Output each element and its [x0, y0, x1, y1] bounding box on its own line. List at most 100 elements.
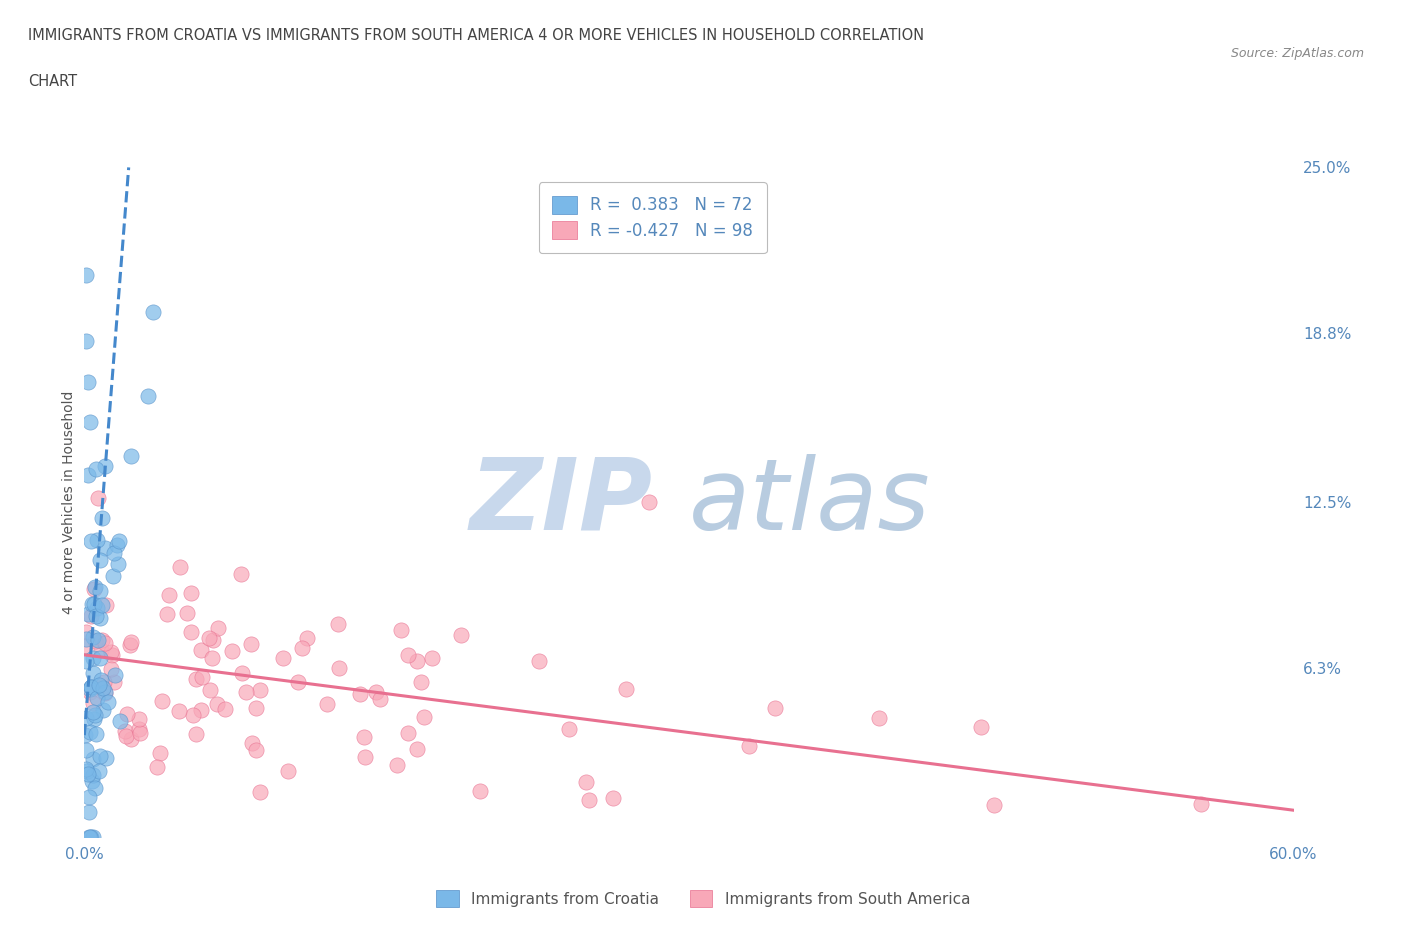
Point	[614, 682, 637, 697]
Point	[242, 736, 264, 751]
Point	[107, 556, 129, 571]
Point	[75, 762, 97, 777]
Point	[970, 720, 993, 735]
Point	[82, 665, 104, 680]
Point	[186, 726, 208, 741]
Point	[82, 751, 104, 766]
Text: Source: ZipAtlas.com: Source: ZipAtlas.com	[1230, 46, 1364, 60]
Point	[80, 596, 103, 611]
Point	[77, 790, 100, 804]
Text: atlas: atlas	[689, 454, 931, 551]
Point	[205, 697, 228, 711]
Point	[180, 586, 202, 601]
Point	[82, 696, 104, 711]
Point	[120, 449, 142, 464]
Point	[76, 606, 98, 621]
Point	[94, 751, 117, 766]
Point	[91, 679, 114, 694]
Point	[84, 609, 107, 624]
Point	[83, 597, 105, 612]
Legend: R =  0.383   N = 72, R = -0.427   N = 98: R = 0.383 N = 72, R = -0.427 N = 98	[538, 182, 766, 253]
Point	[101, 569, 124, 584]
Point	[89, 764, 111, 778]
Point	[235, 684, 257, 699]
Point	[637, 495, 659, 510]
Point	[180, 624, 202, 639]
Point	[103, 674, 125, 689]
Legend: Immigrants from Croatia, Immigrants from South America: Immigrants from Croatia, Immigrants from…	[430, 884, 976, 913]
Point	[75, 742, 97, 757]
Point	[89, 651, 111, 666]
Text: CHART: CHART	[28, 74, 77, 89]
Point	[152, 693, 174, 708]
Point	[100, 661, 122, 676]
Point	[93, 635, 115, 650]
Point	[108, 534, 131, 549]
Point	[90, 643, 112, 658]
Point	[82, 767, 104, 782]
Point	[114, 724, 136, 738]
Point	[90, 632, 112, 647]
Point	[207, 620, 229, 635]
Point	[229, 566, 252, 581]
Text: IMMIGRANTS FROM CROATIA VS IMMIGRANTS FROM SOUTH AMERICA 4 OR MORE VEHICLES IN H: IMMIGRANTS FROM CROATIA VS IMMIGRANTS FR…	[28, 28, 924, 43]
Point	[413, 710, 436, 724]
Point	[82, 830, 104, 844]
Point	[82, 773, 104, 788]
Point	[249, 683, 271, 698]
Point	[128, 722, 150, 737]
Point	[221, 644, 243, 658]
Point	[87, 491, 110, 506]
Point	[128, 712, 150, 727]
Point	[75, 654, 97, 669]
Point	[184, 671, 207, 686]
Point	[231, 666, 253, 681]
Point	[94, 684, 117, 699]
Point	[245, 743, 267, 758]
Point	[89, 553, 111, 568]
Point	[142, 305, 165, 320]
Point	[87, 632, 110, 647]
Point	[93, 674, 115, 689]
Point	[77, 374, 100, 389]
Point	[86, 532, 108, 547]
Point	[89, 584, 111, 599]
Point	[136, 389, 159, 404]
Point	[94, 685, 117, 700]
Point	[83, 581, 105, 596]
Point	[198, 631, 221, 645]
Point	[558, 722, 581, 737]
Point	[84, 781, 107, 796]
Point	[79, 724, 101, 739]
Point	[79, 682, 101, 697]
Point	[105, 538, 128, 552]
Point	[146, 760, 169, 775]
Point	[527, 654, 550, 669]
Point	[118, 638, 141, 653]
Point	[181, 708, 204, 723]
Point	[420, 651, 443, 666]
Point	[405, 741, 427, 756]
Point	[602, 790, 624, 805]
Point	[86, 601, 108, 616]
Point	[385, 758, 408, 773]
Point	[79, 684, 101, 699]
Point	[468, 783, 491, 798]
Point	[75, 334, 97, 349]
Point	[763, 700, 786, 715]
Point	[200, 650, 222, 665]
Point	[291, 641, 314, 656]
Point	[84, 726, 107, 741]
Point	[738, 739, 761, 754]
Point	[91, 681, 114, 696]
Point	[353, 729, 375, 744]
Point	[100, 644, 122, 659]
Point	[75, 624, 97, 639]
Point	[79, 680, 101, 695]
Point	[94, 458, 117, 473]
Point	[91, 511, 114, 525]
Point	[79, 680, 101, 695]
Point	[91, 703, 114, 718]
Point	[84, 461, 107, 476]
Point	[77, 468, 100, 483]
